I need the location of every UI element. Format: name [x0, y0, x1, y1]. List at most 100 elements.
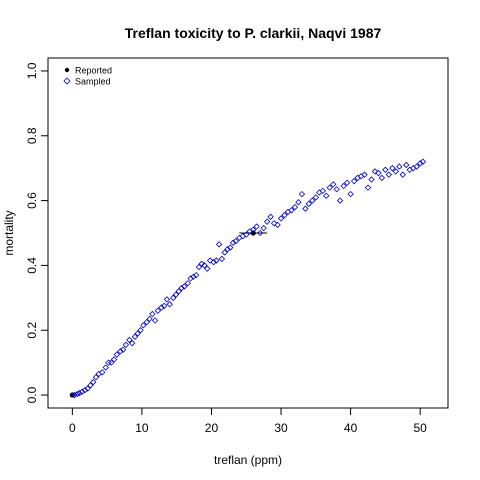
sampled-point: [92, 374, 100, 381]
sampled-point: [281, 212, 288, 219]
sampled-point: [291, 203, 299, 211]
sampled-point: [257, 229, 264, 237]
legend-marker-reported: [64, 67, 70, 73]
legend-label-sampled: Sampled: [75, 77, 111, 87]
sampled-point: [385, 171, 393, 178]
sampled-point: [119, 346, 127, 353]
y-tick-label: 0.0: [25, 386, 39, 403]
y-tick-label: 1.0: [25, 62, 39, 79]
sampled-point: [343, 179, 351, 186]
sampled-point: [161, 302, 168, 310]
sampled-point: [392, 168, 399, 175]
sampled-point: [122, 341, 130, 348]
sampled-point: [312, 194, 319, 201]
sampled-point: [110, 356, 118, 363]
sampled-point: [213, 257, 220, 264]
sampled-point: [78, 388, 86, 395]
sampled-point: [375, 169, 382, 177]
sampled-point: [151, 317, 159, 324]
sampled-point: [129, 340, 136, 347]
sampled-point: [389, 165, 396, 172]
sampled-point: [221, 249, 228, 256]
x-tick-label: 0: [69, 421, 76, 435]
sampled-point: [305, 200, 313, 207]
sampled-point: [84, 385, 91, 392]
sampled-point: [126, 336, 133, 344]
sampled-point: [417, 160, 424, 167]
sampled-point: [371, 168, 379, 175]
sampled-point: [323, 192, 330, 199]
x-tick-label: 30: [274, 421, 288, 435]
legend-label-reported: Reported: [75, 66, 112, 76]
sampled-point: [181, 283, 188, 290]
sampled-point: [347, 190, 354, 198]
sampled-point: [170, 294, 177, 301]
sampled-point: [198, 260, 205, 267]
sampled-point: [330, 181, 337, 188]
sampled-point: [361, 171, 368, 178]
sampled-point: [154, 307, 162, 314]
sampled-point: [337, 197, 344, 204]
sampled-point: [90, 378, 97, 386]
sampled-point: [178, 284, 185, 292]
sampled-point: [149, 310, 156, 318]
sampled-point: [184, 280, 191, 287]
sampled-point: [350, 177, 358, 185]
sampled-point: [134, 330, 141, 337]
sampled-point: [143, 318, 150, 326]
sampled-point: [163, 296, 171, 303]
sampled-point: [227, 244, 234, 251]
sampled-point: [368, 176, 375, 183]
x-axis: 0 10 20 30 40 50: [69, 407, 427, 435]
sampled-point: [399, 171, 406, 178]
sampled-point: [175, 288, 182, 295]
sampled-point: [298, 190, 306, 198]
sampled-point: [419, 158, 427, 165]
sampled-point: [340, 182, 347, 190]
y-tick-label: 0.8: [25, 127, 39, 144]
sampled-point: [295, 199, 302, 206]
sampled-point: [288, 207, 295, 214]
sampled-point: [224, 246, 231, 253]
sampled-point: [166, 301, 173, 308]
chart-title: Treflan toxicity to P. clarkii, Naqvi 19…: [125, 25, 382, 41]
sampled-point: [81, 387, 89, 394]
sampled-point: [117, 348, 124, 355]
sampled-point: [260, 224, 267, 232]
sampled-point: [140, 322, 147, 329]
sampled-point: [333, 186, 340, 193]
sampled-point: [206, 257, 214, 264]
sampled-point: [193, 271, 200, 279]
sampled-point: [215, 241, 223, 248]
plot-area: [69, 158, 427, 399]
sampled-point: [270, 220, 278, 227]
sampled-point: [195, 263, 203, 271]
sampled-point: [326, 184, 333, 191]
sampled-point: [319, 187, 326, 195]
y-axis: 0.0 0.2 0.4 0.6 0.8 1.0: [25, 62, 49, 403]
sampled-point: [267, 213, 274, 220]
sampled-point: [378, 174, 386, 182]
sampled-point: [102, 364, 109, 371]
legend-marker-sampled: [63, 77, 71, 85]
sampled-point: [76, 389, 83, 397]
reported-point: [250, 230, 256, 236]
sampled-point: [382, 166, 389, 173]
y-axis-label: mortality: [2, 210, 16, 255]
sampled-point: [108, 359, 115, 366]
sampled-point: [87, 382, 94, 389]
x-tick-label: 10: [135, 421, 149, 435]
sampled-point: [71, 391, 78, 399]
sampled-point: [201, 262, 208, 269]
sampled-point: [253, 223, 260, 230]
sampled-point: [172, 291, 180, 298]
sampled-point: [137, 327, 144, 334]
sampled-point: [146, 315, 153, 323]
x-tick-label: 50: [413, 421, 427, 435]
legend: Reported Sampled: [63, 66, 112, 87]
sampled-point: [190, 273, 197, 280]
sampled-point: [74, 390, 81, 398]
sampled-point: [99, 369, 106, 376]
y-tick-label: 0.6: [25, 192, 39, 209]
sampled-point: [277, 215, 285, 222]
